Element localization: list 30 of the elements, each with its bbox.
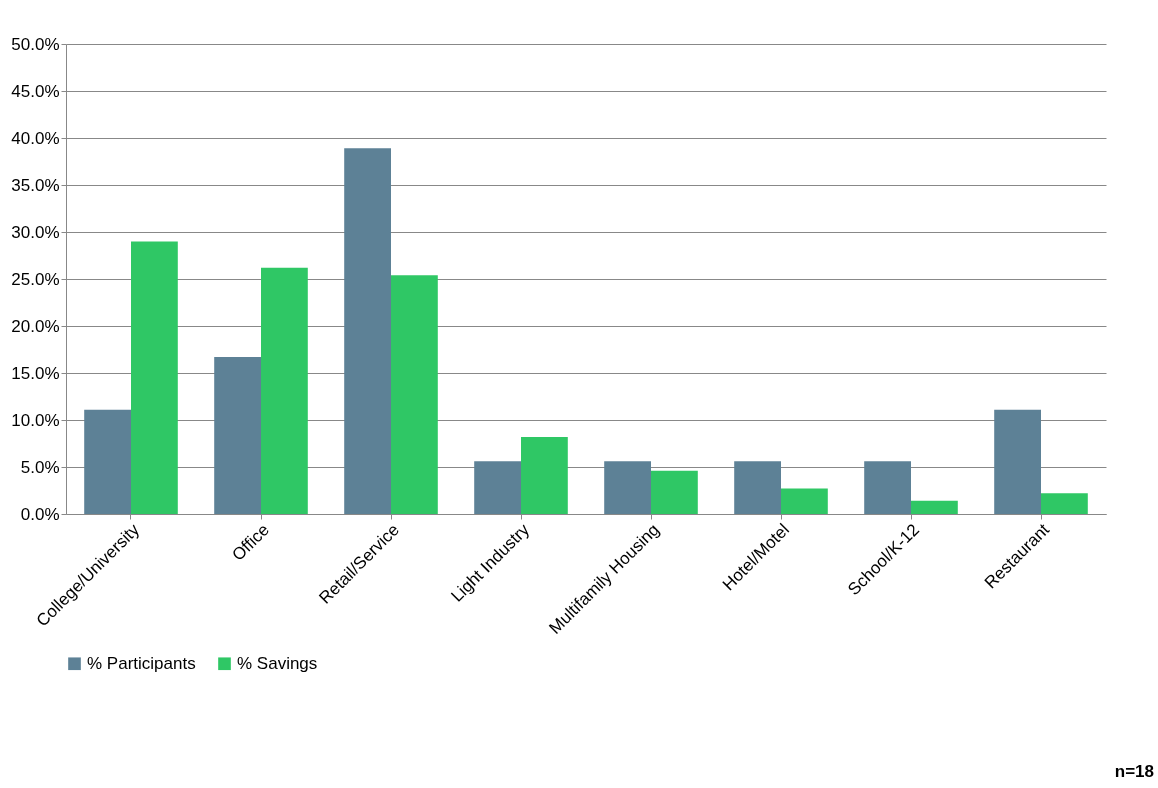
y-tick-label: 10.0% — [11, 410, 60, 430]
bar — [131, 241, 178, 514]
y-tick-label: 45.0% — [11, 81, 60, 101]
bar — [391, 275, 438, 514]
bar — [994, 409, 1041, 514]
y-tick-label: 50.0% — [11, 34, 60, 54]
y-tick-label: 20.0% — [11, 316, 60, 336]
legend-label: % Participants — [87, 653, 196, 673]
y-tick-label: 0.0% — [20, 504, 60, 524]
bar — [214, 357, 261, 514]
y-tick-label: 5.0% — [20, 457, 60, 477]
bar — [261, 267, 308, 514]
bar — [651, 470, 698, 514]
y-tick-label: 15.0% — [11, 363, 60, 383]
legend-label: % Savings — [237, 653, 318, 673]
bar — [1041, 493, 1088, 514]
text: n=18 — [1114, 762, 1154, 782]
bar — [734, 461, 781, 514]
bar — [344, 148, 391, 514]
y-tick-label: 30.0% — [11, 222, 60, 242]
bar — [604, 461, 651, 514]
bar — [521, 436, 568, 514]
y-tick-label: 40.0% — [11, 128, 60, 148]
bar — [911, 500, 958, 514]
bar — [474, 461, 521, 514]
bar — [84, 409, 131, 514]
y-tick-label: 25.0% — [11, 269, 60, 289]
bar — [864, 461, 911, 514]
y-tick-label: 35.0% — [11, 175, 60, 195]
bar — [781, 488, 828, 514]
